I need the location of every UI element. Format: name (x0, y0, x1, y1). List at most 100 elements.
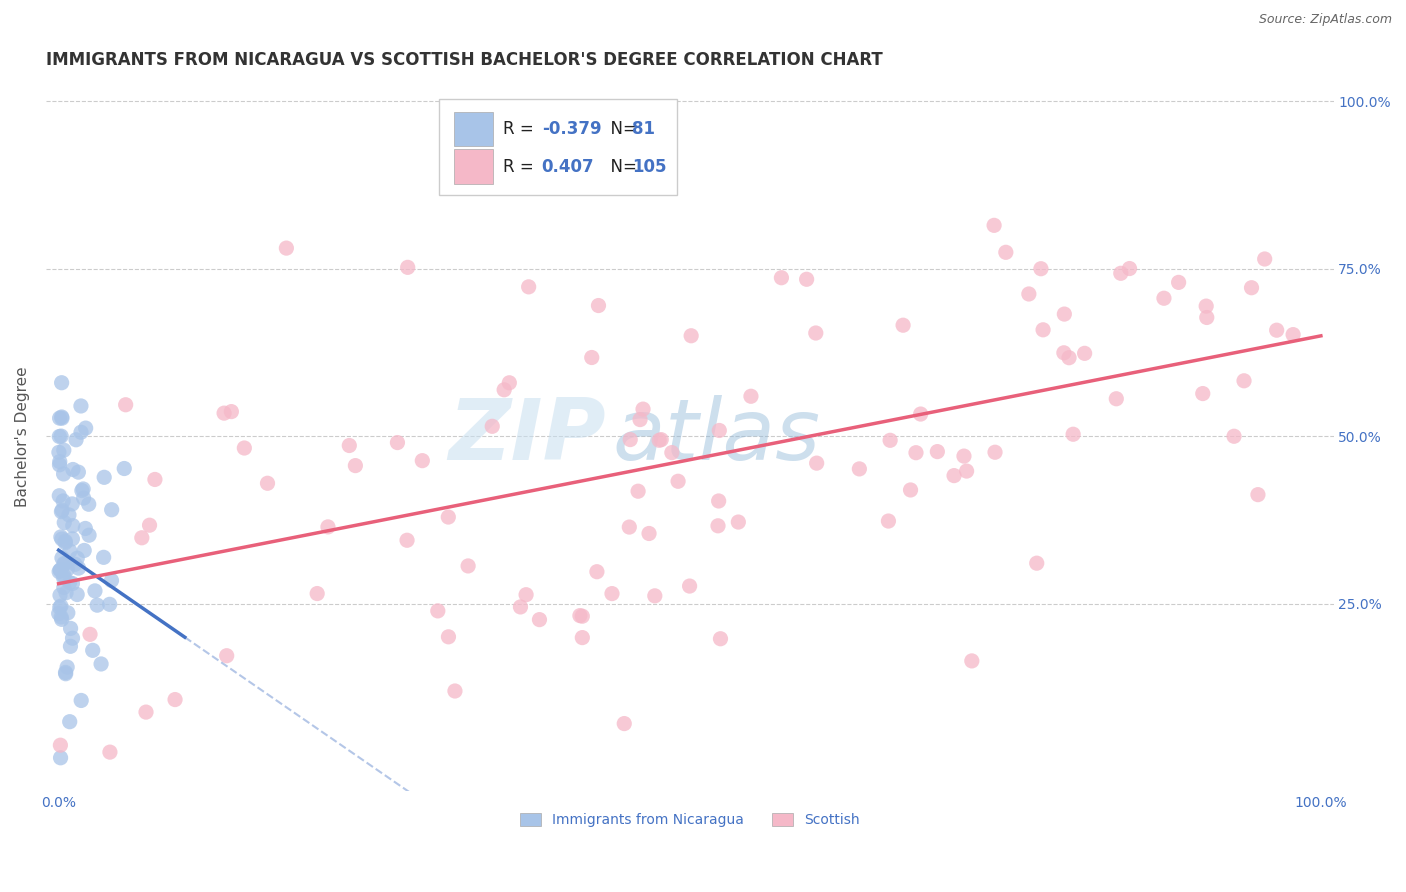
Point (55, 665, 77, 680)
Point (740, 389, 762, 403)
Point (51, 550, 73, 565)
Point (571, 609, 593, 624)
Text: 105: 105 (631, 158, 666, 176)
Point (1053, 307, 1076, 321)
Point (49, 563, 72, 577)
Point (138, 518, 160, 533)
Text: 81: 81 (631, 120, 655, 138)
Point (943, 468, 966, 483)
Point (983, 219, 1005, 233)
Point (568, 608, 591, 623)
Point (650, 433, 672, 447)
Point (770, 270, 793, 285)
Point (65, 433, 87, 447)
Point (60, 532, 83, 546)
Point (1062, 427, 1084, 442)
Point (848, 462, 870, 476)
Legend: Immigrants from Nicaragua, Scottish: Immigrants from Nicaragua, Scottish (513, 806, 866, 834)
Point (49, 751, 72, 765)
Point (910, 407, 932, 421)
Point (1118, 261, 1140, 276)
Point (1233, 374, 1256, 388)
Point (904, 446, 927, 460)
Point (100, 574, 122, 588)
Point (233, 441, 256, 455)
Point (588, 299, 610, 313)
Point (48, 411, 70, 425)
Point (437, 510, 460, 524)
Point (51, 411, 73, 425)
Point (444, 684, 467, 698)
Point (494, 383, 516, 397)
Point (600, 586, 623, 600)
Point (628, 412, 651, 426)
Point (59, 544, 82, 558)
Point (143, 473, 166, 487)
Point (56, 606, 79, 620)
Point (627, 484, 650, 499)
Point (77, 528, 100, 542)
Point (1265, 323, 1288, 337)
Point (77, 497, 100, 511)
Text: ZIP: ZIP (449, 395, 606, 478)
Point (60, 497, 83, 511)
Point (112, 461, 135, 475)
Point (49, 588, 72, 602)
Point (212, 406, 235, 420)
Point (586, 565, 609, 579)
Point (51, 505, 73, 519)
Point (63, 558, 86, 572)
Point (49, 455, 72, 469)
Text: R =: R = (503, 120, 538, 138)
Point (1032, 323, 1054, 337)
Point (1025, 556, 1047, 570)
Point (1105, 392, 1128, 406)
Point (1195, 299, 1218, 313)
Point (48, 565, 70, 579)
Point (114, 398, 136, 412)
Point (59, 621, 82, 635)
Point (49, 599, 72, 613)
Point (796, 272, 818, 286)
Point (509, 599, 531, 614)
Point (51, 503, 73, 517)
Point (53, 557, 76, 571)
Text: Source: ZipAtlas.com: Source: ZipAtlas.com (1258, 13, 1392, 27)
Point (316, 520, 339, 534)
Point (1109, 266, 1132, 280)
Point (66, 551, 89, 566)
Point (457, 558, 479, 573)
Point (221, 404, 243, 418)
Point (984, 445, 1007, 459)
Point (62, 462, 84, 476)
Point (661, 445, 683, 459)
Point (100, 502, 122, 516)
Point (131, 531, 153, 545)
Point (53, 534, 76, 549)
Point (70, 399, 93, 413)
Point (631, 402, 654, 417)
Point (707, 518, 730, 533)
Point (51, 612, 73, 626)
Text: atlas: atlas (613, 395, 821, 478)
Point (344, 458, 367, 473)
Text: 0.407: 0.407 (541, 158, 595, 176)
Point (517, 280, 540, 294)
Point (387, 435, 409, 450)
Point (135, 705, 157, 719)
Point (1073, 346, 1095, 360)
Text: -0.379: -0.379 (541, 120, 602, 138)
Point (337, 438, 360, 452)
Point (75, 421, 97, 435)
Point (411, 453, 433, 467)
Point (953, 449, 976, 463)
Point (396, 260, 419, 275)
Point (581, 351, 603, 365)
Point (1247, 488, 1270, 502)
Point (1240, 281, 1263, 295)
Point (53, 569, 76, 583)
Point (307, 586, 329, 600)
Point (709, 424, 731, 438)
Point (93, 550, 115, 565)
Point (53, 516, 76, 530)
